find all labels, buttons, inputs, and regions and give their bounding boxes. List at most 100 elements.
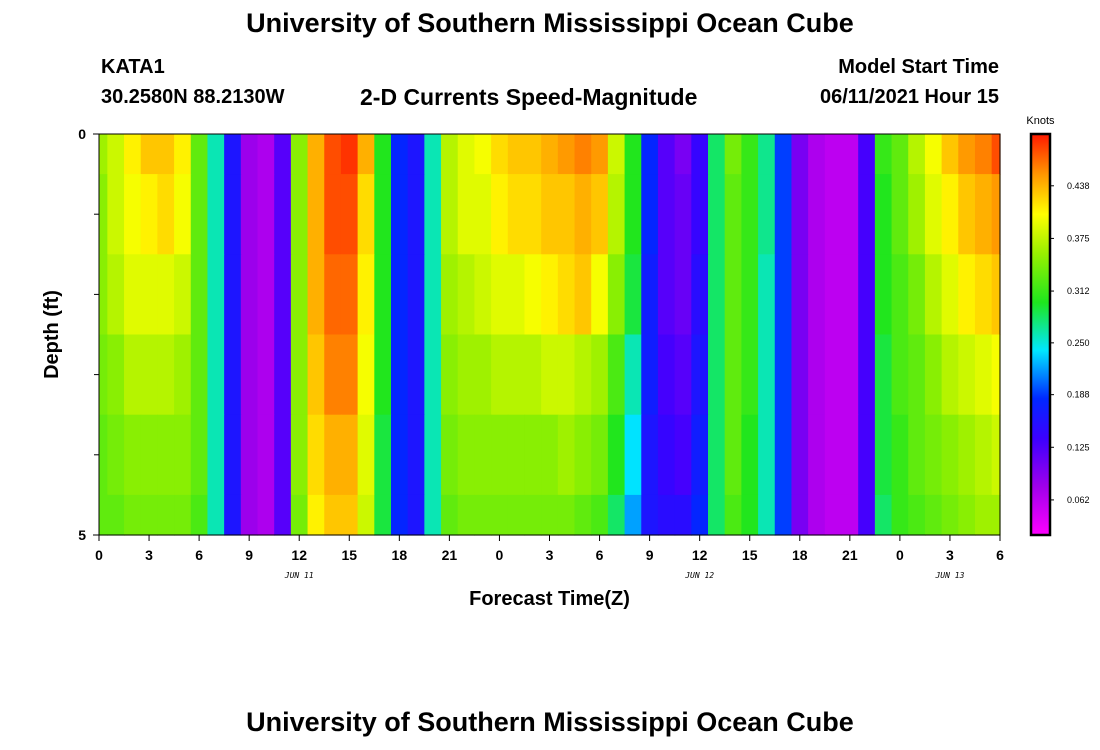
heatmap-cell — [641, 334, 659, 416]
heatmap-cell — [591, 174, 609, 255]
colorbar-tick-label: 0.438 — [1067, 181, 1090, 191]
heatmap-cell — [474, 174, 492, 255]
heatmap-cell — [607, 174, 626, 255]
heatmap-cell — [824, 134, 843, 175]
x-tick-label: 18 — [792, 547, 808, 563]
heatmap-cell — [99, 414, 108, 496]
heatmap-cell — [791, 414, 809, 496]
heatmap-cell — [858, 134, 876, 175]
heatmap-cell — [340, 174, 359, 255]
heatmap-cell — [741, 414, 759, 496]
heatmap-cell — [474, 414, 492, 496]
heatmap-cell — [107, 254, 125, 336]
heatmap-cell — [791, 174, 809, 255]
heatmap-cell — [140, 414, 158, 496]
footer-title: University of Southern Mississippi Ocean… — [246, 707, 854, 737]
heatmap-cell — [591, 334, 609, 416]
heatmap-cell — [491, 494, 509, 536]
heatmap-cell — [307, 334, 325, 416]
heatmap-cell — [741, 174, 759, 255]
heatmap-cell — [274, 414, 292, 496]
heatmap-cell — [357, 414, 375, 496]
heatmap-cell — [557, 494, 576, 536]
heatmap-cell — [157, 494, 175, 536]
heatmap-cell — [274, 174, 292, 255]
heatmap-cell — [274, 334, 292, 416]
heatmap-cell — [474, 134, 492, 175]
heatmap-cell — [507, 334, 526, 416]
heatmap-cell — [724, 174, 742, 255]
heatmap-cell — [541, 414, 559, 496]
heatmap-cell — [958, 494, 976, 536]
x-tick-label: 12 — [291, 547, 307, 563]
heatmap-cell — [924, 134, 943, 175]
heatmap-cell — [574, 494, 592, 536]
heatmap-cell — [424, 494, 442, 536]
heatmap-cell — [741, 494, 759, 536]
heatmap-cell — [774, 134, 793, 175]
heatmap-cell — [207, 254, 225, 336]
heatmap-cell — [107, 174, 125, 255]
heatmap-cell — [374, 254, 392, 336]
heatmap-cell — [591, 254, 609, 336]
heatmap-cell — [691, 334, 709, 416]
heatmap-cell — [99, 134, 108, 175]
heatmap-cell — [708, 254, 726, 336]
x-tick-label: 21 — [442, 547, 458, 563]
heatmap-cell — [157, 134, 175, 175]
heatmap-cell — [307, 494, 325, 536]
heatmap-cell — [908, 414, 926, 496]
heatmap-cell — [390, 334, 409, 416]
heatmap-cell — [557, 174, 576, 255]
heatmap-cell — [357, 334, 375, 416]
heatmap-cell — [607, 254, 626, 336]
heatmap-cell — [974, 134, 993, 175]
heatmap-cell — [841, 494, 859, 536]
heatmap-cell — [541, 254, 559, 336]
heatmap-cell — [524, 334, 542, 416]
heatmap-cell — [991, 414, 1001, 496]
y-tick-label: 5 — [78, 527, 86, 543]
heatmap-cell — [99, 334, 108, 416]
heatmap-cell — [874, 134, 893, 175]
heatmap-cell — [941, 334, 959, 416]
heatmap-cell — [424, 414, 442, 496]
heatmap-cell — [257, 414, 275, 496]
x-tick-label: 6 — [996, 547, 1004, 563]
x-tick-label: 3 — [145, 547, 153, 563]
heatmap-cell — [758, 334, 776, 416]
heatmap-cell — [708, 174, 726, 255]
heatmap-cell — [941, 414, 959, 496]
heatmap-cell — [207, 414, 225, 496]
heatmap-cell — [908, 494, 926, 536]
heatmap-cell — [824, 254, 843, 336]
heatmap-cell — [157, 414, 175, 496]
heatmap-cell — [240, 414, 259, 496]
heatmap-cell — [841, 174, 859, 255]
heatmap-cell — [257, 174, 275, 255]
heatmap-cell — [808, 134, 826, 175]
heatmap-cell — [324, 494, 342, 536]
heatmap-cell — [741, 254, 759, 336]
heatmap-cell — [624, 174, 642, 255]
colorbar-tick-label: 0.250 — [1067, 338, 1090, 348]
heatmap-cell — [791, 134, 809, 175]
heatmap-cell — [858, 254, 876, 336]
heatmap-cell — [290, 254, 309, 336]
heatmap-cell — [174, 414, 192, 496]
heatmap-cell — [240, 174, 259, 255]
heatmap-cell — [724, 414, 742, 496]
heatmap-cell — [924, 174, 943, 255]
heatmap-cell — [99, 254, 108, 336]
heatmap-cell — [307, 254, 325, 336]
y-tick-label: 0 — [78, 126, 86, 142]
heatmap-cell — [874, 174, 893, 255]
heatmap-cell — [307, 134, 325, 175]
heatmap-cell — [958, 134, 976, 175]
date-label: JUN 11 — [284, 571, 314, 580]
heatmap-cell — [858, 174, 876, 255]
heatmap-cell — [107, 494, 125, 536]
heatmap-cell — [257, 334, 275, 416]
heatmap-cell — [958, 414, 976, 496]
heatmap-cell — [107, 134, 125, 175]
